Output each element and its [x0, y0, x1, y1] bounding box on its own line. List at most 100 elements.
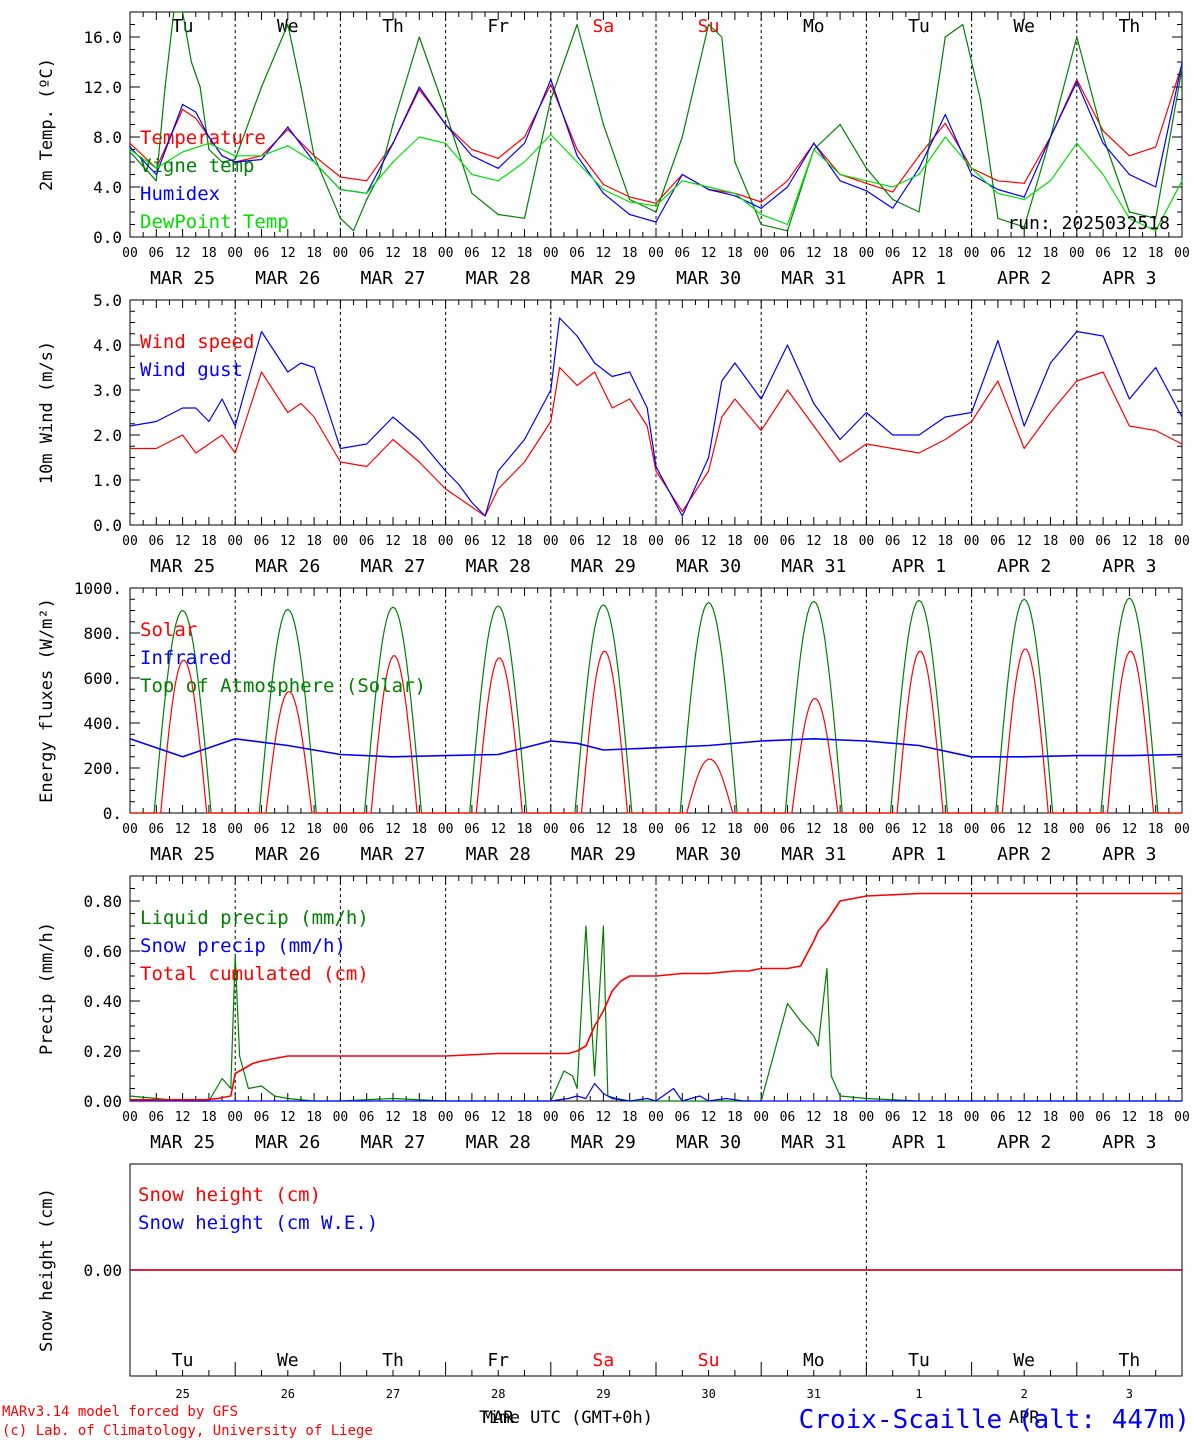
hour-tick-label: 06	[1095, 246, 1111, 261]
hour-tick-label: 00	[227, 534, 243, 549]
y-tick-label: 0.40	[83, 992, 122, 1011]
data-point	[181, 108, 184, 111]
weekday-label: Tu	[172, 16, 194, 37]
date-label: MAR 27	[360, 1132, 425, 1153]
legend-entry: Liquid precip (mm/h)	[140, 907, 369, 929]
y-tick-label: 0.00	[83, 1092, 122, 1111]
hour-tick-label: 06	[1095, 1110, 1111, 1125]
x-axis-title: Time UTC (GMT+0h)	[479, 1408, 653, 1428]
hour-tick-label: 18	[832, 534, 848, 549]
hour-tick-label: 12	[175, 534, 191, 549]
y-tick-label: 1000.	[74, 579, 122, 598]
y-tick-label: 0.00	[83, 1261, 122, 1280]
y-tick-label: 400.	[83, 714, 122, 733]
run-label: run: 2025032518	[1007, 213, 1170, 234]
data-point	[287, 144, 289, 147]
hour-tick-label: 18	[411, 246, 427, 261]
date-label: APR 3	[1102, 556, 1156, 577]
hour-tick-label: 00	[859, 246, 875, 261]
weekday-label: Sa	[593, 1350, 615, 1371]
data-point	[550, 83, 552, 86]
hour-tick-label: 18	[832, 246, 848, 261]
y-tick-label: 0.0	[93, 516, 122, 535]
series-line-infrared	[129, 737, 1183, 758]
date-label: APR 2	[997, 268, 1051, 289]
hour-tick-label: 12	[280, 246, 296, 261]
data-point	[1023, 182, 1025, 185]
data-point	[234, 154, 236, 157]
hour-tick-label: 06	[1095, 534, 1111, 549]
hour-tick-label: 00	[1069, 822, 1085, 837]
hour-tick-label: 06	[990, 1110, 1006, 1125]
hour-tick-label: 12	[280, 822, 296, 837]
hour-tick-label: 18	[1148, 246, 1164, 261]
hour-tick-label: 12	[806, 246, 822, 261]
hour-tick-label: 06	[569, 1110, 585, 1125]
hour-tick-label: 18	[1148, 1110, 1164, 1125]
hour-tick-label: 12	[280, 1110, 296, 1125]
hour-tick-label: 00	[1174, 1110, 1190, 1125]
hour-tick-label: 00	[1174, 822, 1190, 837]
hour-tick-label: 00	[1069, 1110, 1085, 1125]
hour-tick-label: 12	[701, 1110, 717, 1125]
data-point	[339, 217, 342, 220]
weekday-label: Su	[698, 1350, 720, 1371]
hour-tick-label: 06	[464, 822, 480, 837]
weekday-label: Th	[1119, 16, 1141, 37]
data-point	[865, 179, 868, 182]
hour-tick-label: 12	[175, 1110, 191, 1125]
data-point	[365, 198, 368, 201]
date-label: MAR 25	[150, 1132, 215, 1153]
data-point	[392, 161, 394, 163]
date-label: MAR 25	[150, 844, 215, 865]
hour-tick-label: 18	[201, 822, 217, 837]
hour-tick-label: 00	[648, 534, 664, 549]
day-number-label: 29	[596, 1387, 610, 1401]
hour-tick-label: 06	[674, 822, 690, 837]
hour-tick-label: 00	[122, 1110, 138, 1125]
legend-entry: Wind gust	[140, 359, 243, 381]
hour-tick-label: 12	[1016, 822, 1032, 837]
date-label: MAR 28	[466, 556, 531, 577]
data-point	[221, 161, 223, 163]
hour-tick-label: 06	[990, 246, 1006, 261]
data-point	[392, 123, 394, 126]
hour-tick-label: 06	[464, 534, 480, 549]
hour-tick-label: 06	[569, 822, 585, 837]
hour-tick-label: 00	[1069, 534, 1085, 549]
hour-tick-label: 00	[753, 822, 769, 837]
date-label: APR 1	[892, 1132, 946, 1153]
hour-tick-label: 06	[148, 822, 164, 837]
hour-tick-label: 18	[937, 246, 953, 261]
data-point	[918, 154, 920, 157]
hour-tick-label: 00	[438, 822, 454, 837]
data-point	[208, 136, 210, 138]
legend-entry: Top of Atmosphere (Solar)	[140, 675, 426, 697]
date-label: MAR 27	[360, 844, 425, 865]
y-tick-label: 0.	[103, 804, 122, 823]
hour-tick-label: 18	[517, 246, 533, 261]
hour-tick-label: 00	[438, 246, 454, 261]
series-line-humidex	[129, 63, 1183, 223]
hour-tick-label: 18	[306, 534, 322, 549]
hour-tick-label: 18	[937, 822, 953, 837]
data-point	[1181, 179, 1183, 182]
data-point	[602, 188, 605, 191]
data-point	[1128, 211, 1131, 213]
hour-tick-label: 18	[306, 1110, 322, 1125]
hour-tick-label: 06	[254, 822, 270, 837]
data-point	[865, 182, 868, 185]
hour-tick-label: 06	[780, 1110, 796, 1125]
data-point	[707, 23, 710, 26]
data-point	[300, 86, 302, 88]
hour-tick-label: 18	[411, 822, 427, 837]
data-point	[707, 188, 710, 191]
hour-tick-label: 12	[1122, 822, 1138, 837]
hour-tick-label: 00	[333, 534, 349, 549]
month-label-apr: APR	[1009, 1408, 1040, 1428]
date-label: MAR 31	[781, 268, 846, 289]
hour-tick-label: 06	[254, 246, 270, 261]
hour-tick-label: 18	[1043, 822, 1059, 837]
day-number-label: 26	[281, 1387, 295, 1401]
